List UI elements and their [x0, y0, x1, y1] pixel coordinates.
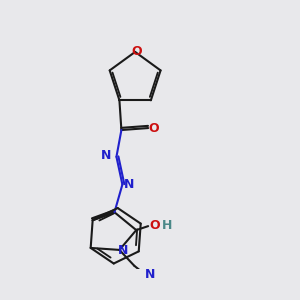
Text: O: O [132, 45, 142, 58]
Text: N: N [101, 149, 112, 162]
Text: O: O [149, 122, 159, 134]
Text: N: N [118, 244, 129, 257]
Text: N: N [145, 268, 155, 281]
Text: O: O [150, 219, 160, 232]
Text: H: H [162, 219, 172, 232]
Text: N: N [124, 178, 134, 191]
